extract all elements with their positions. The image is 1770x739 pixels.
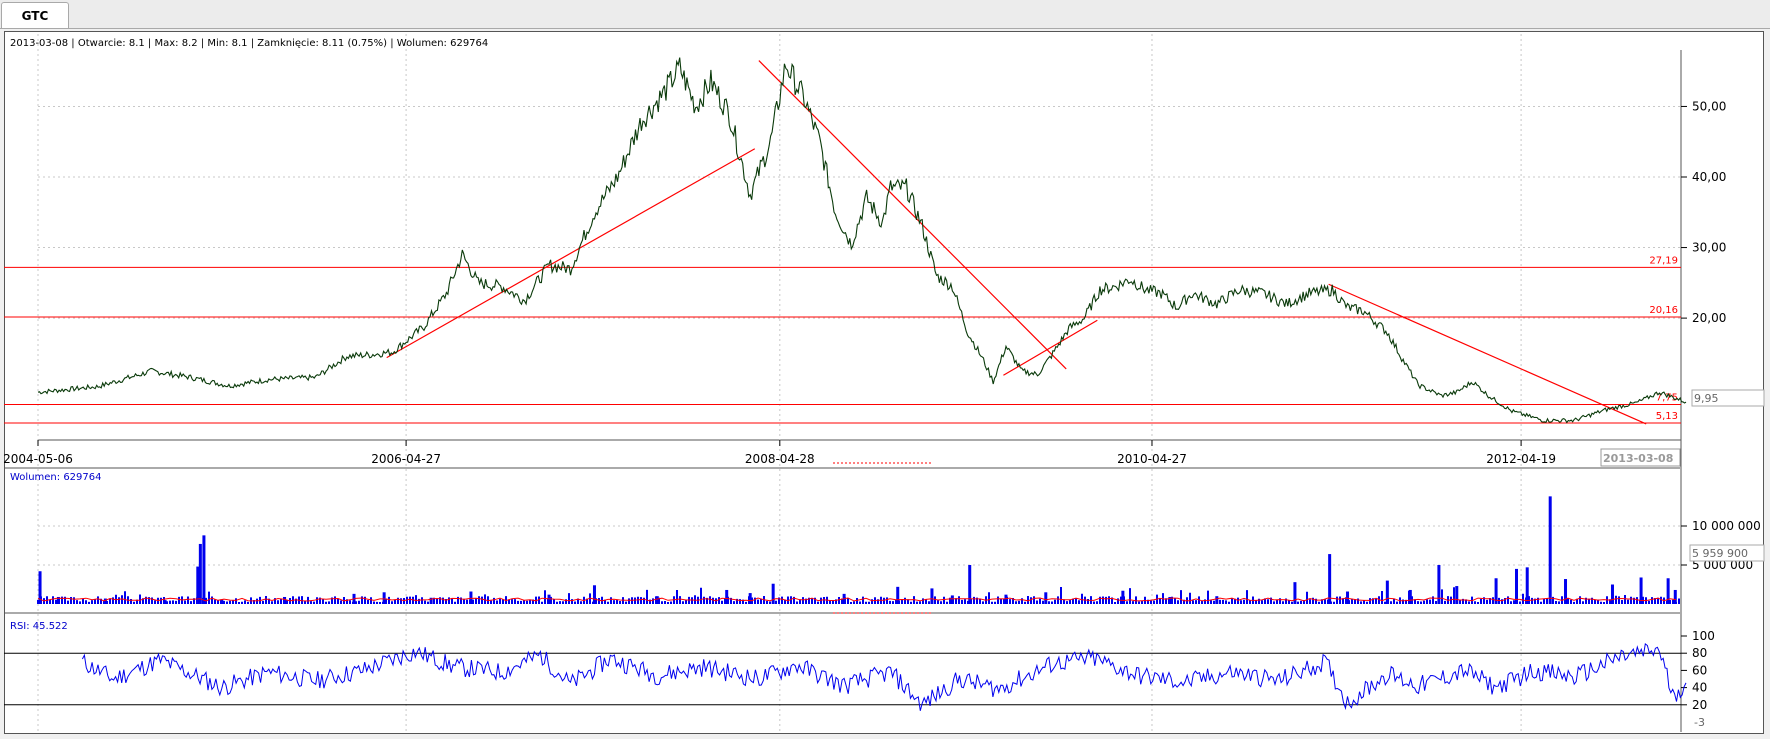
volume-bar	[1437, 565, 1441, 604]
price-series-line	[37, 57, 1687, 424]
rsi-tick-label: 40	[1692, 681, 1707, 695]
volume-bar	[1548, 496, 1552, 604]
volume-bar	[103, 598, 107, 604]
volume-bar	[1455, 586, 1459, 604]
volume-bar	[1639, 577, 1643, 604]
volume-bar	[1610, 584, 1614, 604]
current-volume-marker: 5 959 900	[1692, 547, 1748, 560]
volume-bar	[283, 596, 287, 604]
chart-frame	[4, 31, 1764, 734]
rsi-panel-label: RSI: 45.522	[10, 621, 68, 632]
volume-bar	[1293, 582, 1297, 604]
volume-bar	[220, 599, 224, 604]
volume-panel-label: Wolumen: 629764	[10, 472, 102, 483]
y-tick-label: 30,00	[1692, 241, 1726, 255]
info-open: Otwarcie: 8.1	[78, 38, 145, 49]
volume-bar	[198, 543, 202, 604]
volume-bar	[1564, 579, 1568, 604]
info-bar: 2013-03-08 | Otwarcie: 8.1 | Max: 8.2 | …	[10, 38, 488, 49]
y-tick-label: 20,00	[1692, 311, 1726, 325]
volume-bar	[1168, 596, 1172, 604]
volume-bar	[429, 597, 433, 604]
volume-bar	[950, 595, 954, 604]
current-price-marker: 9,95	[1694, 392, 1719, 405]
level-label: 20,16	[1649, 305, 1678, 316]
volume-bar	[1525, 567, 1529, 604]
volume-bar	[1328, 554, 1332, 604]
volume-bar	[1673, 589, 1677, 604]
volume-bar	[1666, 578, 1670, 604]
rsi-tick-label: 60	[1692, 663, 1707, 677]
x-tick-label: 2006-04-27	[371, 452, 441, 466]
volume-bar	[655, 596, 659, 604]
volume-bar	[1004, 594, 1008, 604]
trendline	[758, 60, 1067, 370]
x-tick-label: 2010-04-27	[1117, 452, 1187, 466]
x-tick-label: 2008-04-28	[745, 452, 815, 466]
level-label: 27,19	[1649, 255, 1678, 266]
volume-bar	[968, 565, 972, 604]
volume-bar	[196, 566, 200, 604]
volume-bar	[38, 571, 42, 604]
y-tick-label: 40,00	[1692, 170, 1726, 184]
volume-bar	[1385, 580, 1389, 604]
info-close: Zamknięcie: 8.11 (0.75%)	[257, 38, 387, 49]
rsi-tick-label: 80	[1692, 646, 1707, 660]
volume-bar	[1044, 592, 1048, 604]
volume-bar	[163, 600, 167, 604]
volume-bar	[469, 591, 473, 604]
tab-gtc[interactable]: GTC	[1, 2, 69, 28]
volume-bar	[930, 588, 934, 604]
volume-bar	[382, 592, 386, 604]
x-tick-label: 2004-05-06	[3, 452, 73, 466]
volume-bar	[748, 593, 752, 604]
rsi-series-line	[81, 642, 1687, 711]
volume-bar	[1121, 590, 1125, 604]
trendline	[386, 148, 756, 359]
rsi-tick-label: 100	[1692, 629, 1715, 643]
tab-bar: GTC	[0, 0, 1770, 29]
volume-bar	[1494, 578, 1498, 604]
trendline	[1003, 319, 1098, 376]
info-max: Max: 8.2	[154, 38, 197, 49]
volume-bar	[1346, 591, 1350, 604]
volume-bar	[592, 585, 596, 604]
y-tick-label: 50,00	[1692, 99, 1726, 113]
trendline	[1328, 283, 1647, 425]
x-tick-label: 2012-04-19	[1486, 452, 1556, 466]
volume-bar	[1408, 589, 1412, 604]
volume-bar	[896, 586, 900, 604]
volume-moving-average	[37, 597, 1677, 602]
volume-bar	[56, 596, 60, 604]
level-label: 5,13	[1656, 411, 1678, 422]
info-date: 2013-03-08	[10, 38, 68, 49]
rsi-min-marker: -3	[1694, 716, 1705, 729]
volume-bar	[725, 589, 729, 604]
volume-tick-label: 10 000 000	[1692, 519, 1761, 533]
info-min: Min: 8.1	[207, 38, 247, 49]
rsi-tick-label: 20	[1692, 698, 1707, 712]
info-volume: Wolumen: 629764	[397, 38, 489, 49]
volume-bar	[202, 535, 206, 604]
x-end-date-label: 2013-03-08	[1603, 452, 1673, 465]
volume-bar	[1515, 568, 1519, 604]
volume-bar	[1215, 596, 1219, 604]
volume-bar	[771, 583, 775, 604]
